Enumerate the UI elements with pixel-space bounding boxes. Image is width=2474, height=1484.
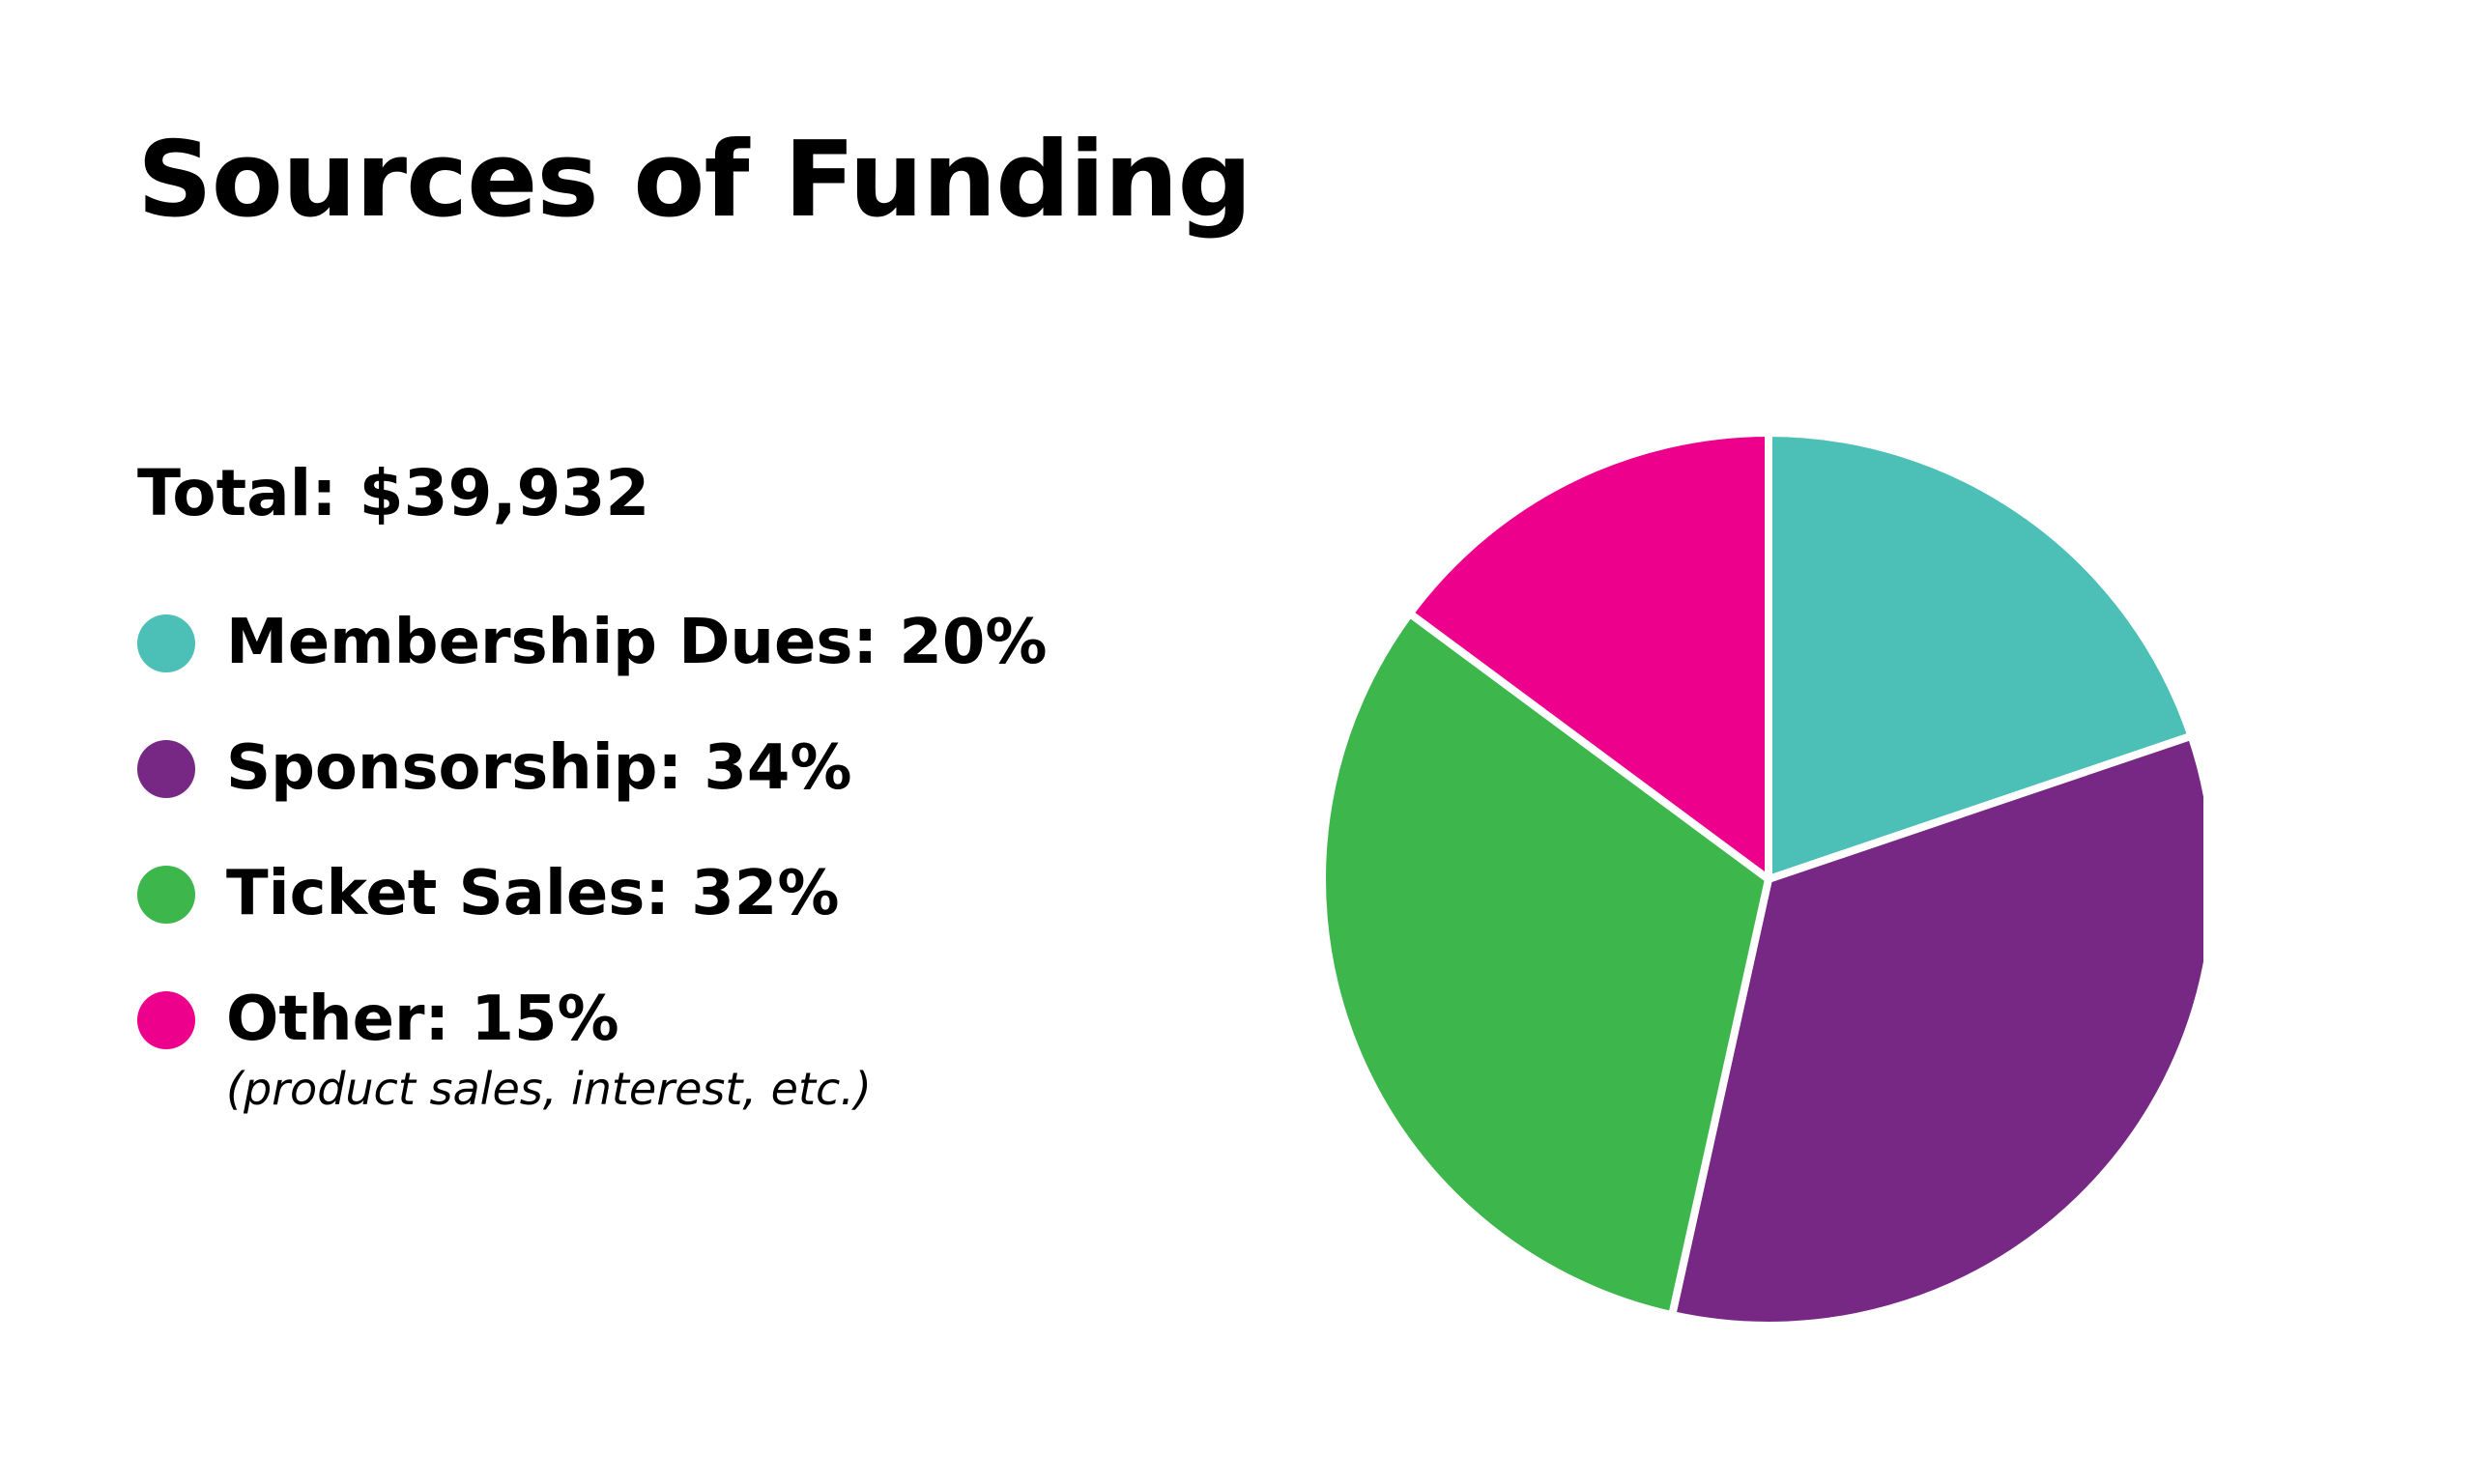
legend-item-sponsorship: Sponsorship: 34% xyxy=(137,734,1200,860)
legend-swatch-ticket-sales xyxy=(137,866,195,924)
legend-swatch-other xyxy=(137,991,195,1049)
pie-slice-ticket-sales xyxy=(1318,609,1772,1320)
chart-title: Sources of Funding xyxy=(137,120,1252,241)
total-amount: Total: $39,932 xyxy=(137,456,650,530)
legend-label-other: Other: 15% xyxy=(226,984,619,1055)
legend-item-other: Other: 15% (product sales, interest, etc… xyxy=(137,984,1200,1115)
pie-slice-sponsorship xyxy=(1668,731,2203,1324)
legend-label-ticket-sales: Ticket Sales: 32% xyxy=(226,858,840,929)
legend-swatch-membership-dues xyxy=(137,614,195,672)
pie-slice-other xyxy=(1405,429,1772,883)
legend-item-membership-dues: Membership Dues: 20% xyxy=(137,609,1200,734)
legend-item-ticket-sales: Ticket Sales: 32% xyxy=(137,860,1200,985)
pie-slice-membership-dues xyxy=(1765,429,2196,883)
legend-note-other: (product sales, interest, etc.) xyxy=(226,1063,872,1115)
pie-chart xyxy=(1318,429,2203,1324)
legend-swatch-sponsorship xyxy=(137,740,195,798)
legend-label-sponsorship: Sponsorship: 34% xyxy=(226,732,852,804)
legend-label-membership-dues: Membership Dues: 20% xyxy=(226,607,1048,678)
legend: Membership Dues: 20% Sponsorship: 34% Ti… xyxy=(137,609,1200,1115)
